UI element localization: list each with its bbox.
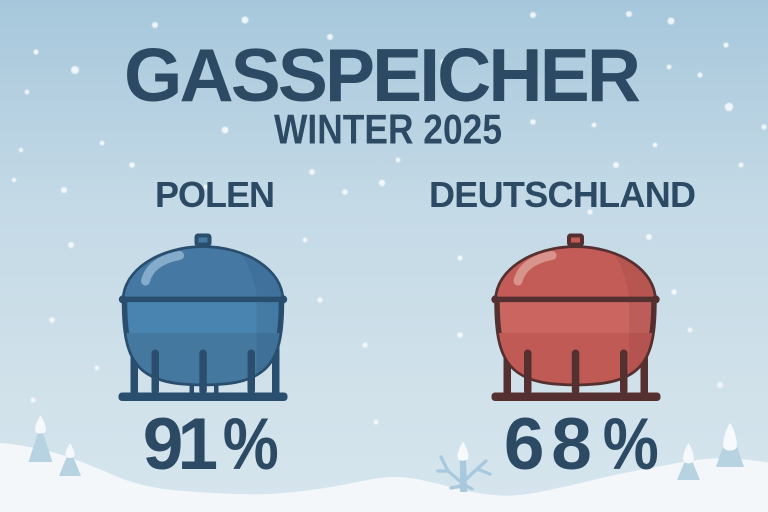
svg-text:68%: 68% [504, 404, 659, 485]
svg-text:91%: 91% [143, 404, 279, 485]
svg-text:POLEN: POLEN [155, 174, 275, 215]
svg-text:GASSPEICHER: GASSPEICHER [124, 33, 641, 117]
svg-text:WINTER 2025: WINTER 2025 [274, 106, 502, 153]
svg-text:DEUTSCHLAND: DEUTSCHLAND [429, 174, 696, 215]
